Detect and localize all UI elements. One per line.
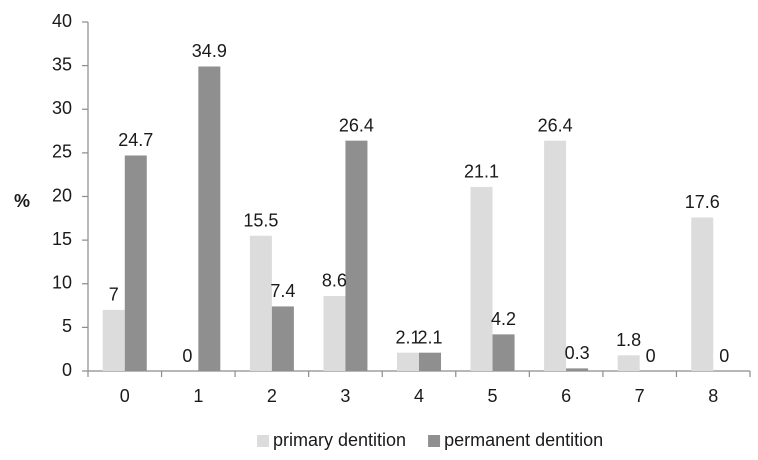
- legend-swatch: [257, 435, 269, 447]
- data-label: 15.5: [243, 211, 278, 231]
- data-label: 21.1: [464, 162, 499, 182]
- bar-permanent: [566, 368, 589, 371]
- data-label: 0: [719, 346, 729, 366]
- y-tick-label: 30: [52, 98, 72, 118]
- bar-primary: [617, 355, 640, 371]
- y-tick-label: 5: [62, 316, 72, 336]
- data-label: 4.2: [491, 309, 516, 329]
- data-label: 24.7: [118, 130, 153, 150]
- x-tick-label: 0: [120, 386, 130, 406]
- data-label: 26.4: [538, 115, 573, 135]
- x-tick-label: 4: [414, 386, 424, 406]
- bar-primary: [470, 186, 493, 371]
- y-tick-label: 20: [52, 185, 72, 205]
- bar-primary: [397, 352, 419, 371]
- bar-permanent: [124, 155, 147, 371]
- y-axis: 0 5 10 15 20 25 30 35 40: [52, 11, 89, 380]
- legend: primary dentition permanent dentition: [257, 430, 603, 450]
- data-label: 0: [182, 346, 192, 366]
- bar-permanent: [345, 140, 368, 371]
- x-tick-label: 1: [193, 386, 203, 406]
- x-tick-label: 7: [635, 386, 645, 406]
- y-tick-label: 25: [52, 142, 72, 162]
- bar-primary: [249, 235, 272, 371]
- y-tick-label: 40: [52, 11, 72, 31]
- bars: [102, 66, 714, 371]
- x-tick-label: 3: [340, 386, 350, 406]
- data-label: 0: [646, 346, 656, 366]
- bar-primary: [102, 309, 125, 371]
- bar-permanent: [492, 334, 515, 371]
- data-label: 2.1: [417, 327, 442, 347]
- bar-primary: [691, 217, 714, 371]
- bar-permanent: [419, 352, 441, 371]
- y-tick-label: 0: [62, 360, 72, 380]
- x-axis: 0 1 2 3 4 5 6 7 8: [87, 370, 751, 406]
- y-axis-label: %: [14, 191, 30, 211]
- data-label: 34.9: [192, 41, 227, 61]
- x-tick-label: 2: [267, 386, 277, 406]
- x-tick-label: 6: [561, 386, 571, 406]
- legend-swatch: [428, 435, 441, 447]
- legend-label: primary dentition: [273, 430, 406, 450]
- data-label: 7: [109, 285, 119, 305]
- data-label: 2.1: [395, 327, 420, 347]
- data-label: 8.6: [322, 271, 347, 291]
- data-label: 0.3: [565, 343, 590, 363]
- bar-permanent: [198, 66, 221, 371]
- y-tick-label: 35: [52, 54, 72, 74]
- data-label: 17.6: [685, 192, 720, 212]
- y-tick-label: 15: [52, 229, 72, 249]
- data-label: 1.8: [616, 330, 641, 350]
- bar-primary: [544, 140, 567, 371]
- bar-permanent: [271, 306, 294, 371]
- data-labels: 7 24.7 0 34.9 15.5 7.4 8.6 26.4 2.12.1 21.1 4.2 26.…: [109, 41, 729, 366]
- y-tick-label: 10: [52, 273, 72, 293]
- x-tick-label: 5: [488, 386, 498, 406]
- legend-label: permanent dentition: [444, 430, 603, 450]
- x-tick-label: 8: [708, 386, 718, 406]
- data-label: 7.4: [270, 281, 295, 301]
- bar-primary: [323, 295, 346, 371]
- data-label: 26.4: [339, 115, 374, 135]
